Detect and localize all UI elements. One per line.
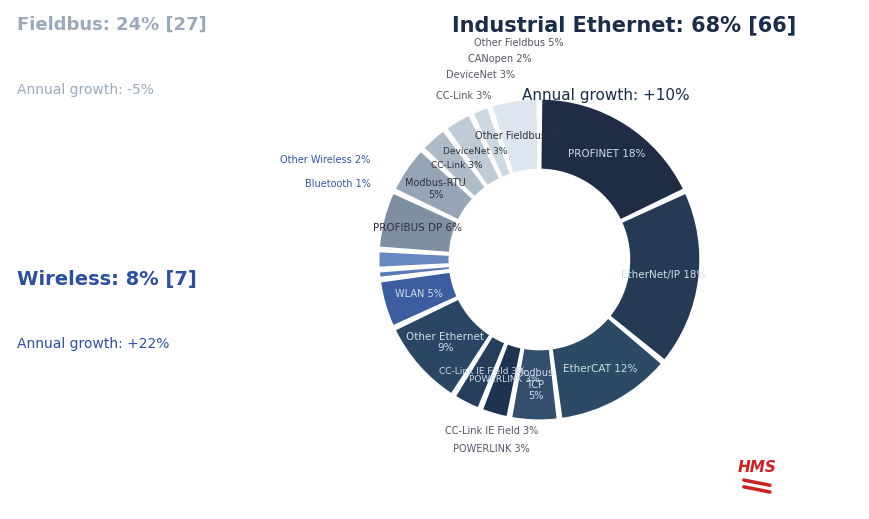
Text: CANopen 2%: CANopen 2% <box>468 53 531 64</box>
Wedge shape <box>540 99 683 220</box>
Text: CC-Link 3%: CC-Link 3% <box>435 90 491 101</box>
Wedge shape <box>551 318 661 419</box>
Text: Annual growth: +10%: Annual growth: +10% <box>521 88 689 103</box>
Text: HMS: HMS <box>737 460 775 474</box>
Text: CC-Link 3%: CC-Link 3% <box>430 161 481 170</box>
Text: Wireless: 8% [7]: Wireless: 8% [7] <box>17 270 197 289</box>
Text: Bluetooth 1%: Bluetooth 1% <box>304 179 370 189</box>
Text: POWERLINK 3%: POWERLINK 3% <box>452 444 529 454</box>
Text: Other Ethernet
9%: Other Ethernet 9% <box>406 332 484 353</box>
Wedge shape <box>609 193 700 360</box>
Wedge shape <box>379 193 457 253</box>
Text: Modbus-
TCP
5%: Modbus- TCP 5% <box>514 368 555 401</box>
Wedge shape <box>511 348 557 420</box>
Text: WLAN 5%: WLAN 5% <box>395 290 442 299</box>
Wedge shape <box>423 131 485 197</box>
Text: POWERLINK 3%: POWERLINK 3% <box>468 375 539 385</box>
Text: Other Fieldbus 5%: Other Fieldbus 5% <box>474 37 563 48</box>
Text: Fieldbus: 24% [27]: Fieldbus: 24% [27] <box>17 16 207 34</box>
Wedge shape <box>481 344 521 417</box>
Wedge shape <box>491 99 538 173</box>
Wedge shape <box>379 266 449 278</box>
Text: PROFINET 18%: PROFINET 18% <box>567 148 645 159</box>
Text: Annual growth: -5%: Annual growth: -5% <box>17 83 154 97</box>
Text: EtherCAT 12%: EtherCAT 12% <box>562 364 636 374</box>
Text: Annual growth: +22%: Annual growth: +22% <box>17 337 169 351</box>
Text: Modbus-RTU
5%: Modbus-RTU 5% <box>405 178 466 200</box>
Text: PROFIBUS DP 6%: PROFIBUS DP 6% <box>373 223 462 234</box>
Wedge shape <box>446 115 500 186</box>
Wedge shape <box>395 151 473 220</box>
Wedge shape <box>378 252 449 267</box>
Wedge shape <box>395 299 489 394</box>
Wedge shape <box>454 336 505 408</box>
Text: Industrial Ethernet: 68% [66]: Industrial Ethernet: 68% [66] <box>452 16 796 36</box>
Wedge shape <box>473 107 510 177</box>
Text: EtherNet/IP 18%: EtherNet/IP 18% <box>620 270 706 280</box>
Text: Other Wireless 2%: Other Wireless 2% <box>280 155 370 165</box>
Text: Other Fieldbus 5%: Other Fieldbus 5% <box>474 131 564 141</box>
Text: CC-Link IE Field 3%: CC-Link IE Field 3% <box>439 367 525 376</box>
Text: DeviceNet 3%: DeviceNet 3% <box>443 147 507 156</box>
Text: CC-Link IE Field 3%: CC-Link IE Field 3% <box>444 427 537 436</box>
Text: DeviceNet 3%: DeviceNet 3% <box>446 70 514 80</box>
Wedge shape <box>380 272 457 326</box>
